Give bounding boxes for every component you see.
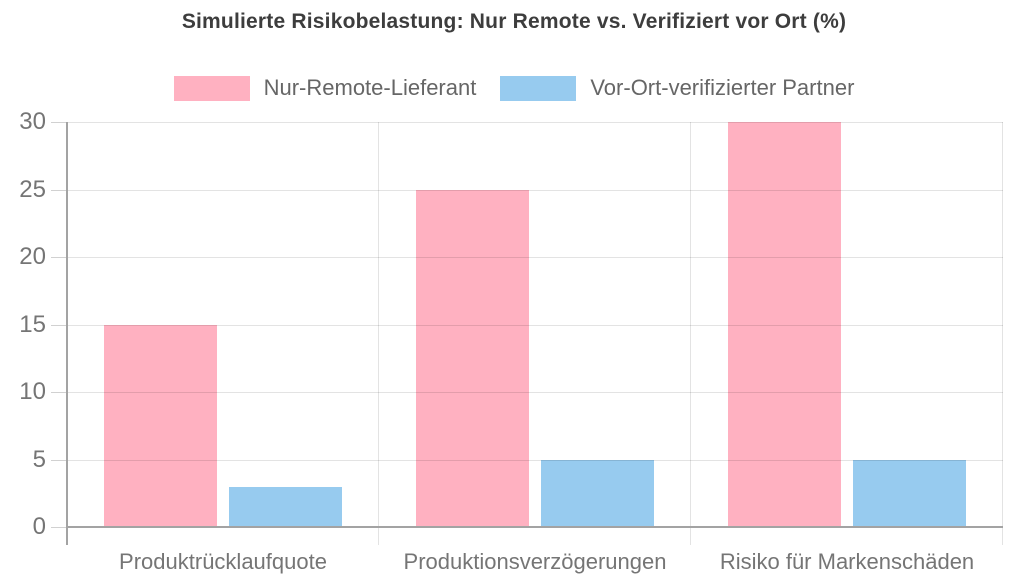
chart-title: Simulierte Risikobelastung: Nur Remote v… [181,10,847,33]
gridline-vertical [690,122,691,545]
y-tick-mark [51,257,67,258]
y-tick-label: 10 [19,378,46,405]
y-tick-mark [51,122,67,123]
legend-item[interactable]: Nur-Remote-Lieferant [173,75,477,101]
legend-item[interactable]: Vor-Ort-verifizierter Partner [500,75,854,101]
legend-label: Vor-Ort-verifizierter Partner [590,75,855,100]
y-tick-mark [51,527,67,528]
x-category-label: Produktrücklaufquote [119,549,327,574]
gridline-horizontal [67,392,1003,393]
plot-area: 0 5 10 15 20 25 30 Produktrücklaufquote Produkti… [19,110,1003,574]
legend-swatch [173,75,250,101]
y-tick-label: 25 [19,175,46,203]
y-tick-label: 5 [32,445,46,473]
gridline-horizontal [67,324,1003,326]
y-tick-label: 20 [19,243,46,270]
x-category-label: Produktionsverzögerungen [403,549,667,574]
y-tick-mark [51,324,67,326]
y-tick-mark [51,392,67,393]
gridline-vertical [378,122,379,545]
gridline-vertical [1002,122,1003,545]
bar [416,189,529,527]
legend-label: Nur-Remote-Lieferant [263,75,477,100]
y-tick-label: 30 [19,108,46,135]
bar [540,459,654,527]
bar [228,486,342,527]
x-category-label: Risiko für Markenschäden [719,549,975,574]
y-tick-label: 0 [32,513,46,540]
bar [104,324,217,527]
gridline-horizontal [67,459,1003,461]
bar [728,122,841,527]
y-tick-label: 15 [19,310,46,338]
gridline-horizontal [67,189,1003,191]
bar [852,459,966,527]
legend: Nur-Remote-Lieferant Vor-Ort-verifizierte… [0,74,1028,102]
y-tick-mark [51,459,67,461]
legend-swatch [500,75,577,101]
gridline-horizontal [67,122,1003,123]
gridline-horizontal [67,257,1003,258]
x-axis [67,526,1003,528]
y-axis [66,122,68,545]
y-tick-mark [51,189,67,191]
